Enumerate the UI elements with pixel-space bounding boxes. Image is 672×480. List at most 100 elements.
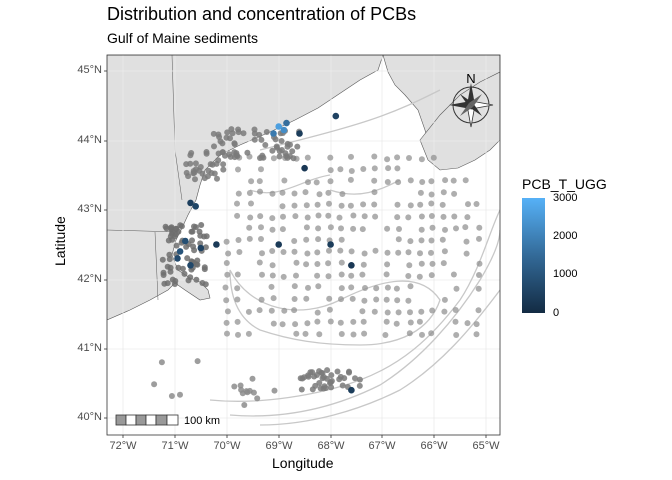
station-point — [383, 296, 390, 303]
station-point — [371, 189, 378, 196]
land-usa — [107, 55, 384, 321]
station-point — [395, 179, 402, 186]
station-point — [167, 268, 174, 275]
station-point — [291, 307, 298, 314]
station-point — [314, 249, 321, 256]
station-point — [256, 131, 263, 138]
station-point — [227, 135, 233, 142]
station-point — [406, 330, 413, 337]
station-point — [171, 233, 178, 240]
station-point — [199, 170, 206, 177]
station-point — [226, 151, 233, 158]
station-point — [183, 169, 190, 176]
station-point — [350, 318, 357, 325]
station-point — [338, 225, 344, 232]
station-point — [215, 131, 222, 138]
station-point — [326, 295, 333, 302]
station-point — [304, 320, 311, 327]
station-point — [439, 236, 446, 243]
station-point — [428, 237, 435, 244]
station-point — [284, 154, 291, 161]
station-point — [258, 166, 264, 173]
station-point — [192, 176, 198, 183]
station-point — [262, 142, 269, 148]
station-point — [428, 178, 435, 185]
station-point — [254, 395, 261, 402]
station-point — [361, 330, 368, 337]
station-point — [394, 165, 401, 172]
station-point — [405, 249, 412, 256]
station-point — [234, 318, 241, 325]
station-point — [440, 189, 447, 196]
station-point — [407, 283, 414, 290]
station-point — [429, 307, 436, 314]
station-point — [269, 215, 276, 222]
station-point — [179, 265, 186, 272]
legend-title: PCB_T_UGG — [522, 176, 607, 192]
station-point — [322, 385, 329, 391]
station-point — [337, 319, 344, 326]
station-point — [314, 261, 321, 267]
station-point — [303, 295, 310, 302]
station-point — [360, 318, 367, 325]
pcb-point — [187, 262, 194, 269]
station-point — [281, 177, 288, 184]
station-point — [439, 201, 446, 208]
station-point — [476, 272, 482, 278]
station-point — [361, 297, 368, 304]
station-point — [231, 383, 238, 390]
station-point — [298, 386, 305, 393]
station-point — [258, 296, 265, 303]
station-point — [251, 126, 258, 133]
station-point — [405, 273, 412, 279]
station-point — [339, 191, 346, 197]
station-point — [385, 165, 392, 172]
station-point — [181, 270, 188, 277]
station-point — [383, 271, 390, 278]
station-point — [442, 177, 449, 184]
station-point — [337, 247, 344, 254]
station-point — [315, 236, 322, 243]
station-point — [303, 236, 310, 243]
station-point — [395, 249, 402, 256]
pcb-point — [348, 262, 355, 269]
station-point — [257, 188, 263, 195]
station-point — [314, 272, 321, 279]
station-point — [194, 358, 201, 365]
station-point — [158, 359, 165, 366]
station-point — [476, 224, 483, 231]
station-point — [177, 222, 184, 229]
station-point — [349, 295, 356, 302]
station-point — [162, 223, 169, 230]
station-point — [316, 331, 323, 338]
pcb-point — [197, 244, 205, 252]
pcb-point — [187, 199, 194, 207]
station-point — [191, 247, 198, 254]
north-label: N — [466, 71, 475, 86]
station-point — [245, 308, 252, 315]
station-point — [327, 167, 334, 174]
station-point — [442, 226, 448, 233]
station-point — [197, 164, 204, 170]
scale-bar-label: 100 km — [184, 415, 220, 427]
station-point — [347, 202, 354, 209]
x-tick-label: 65°W — [472, 440, 500, 452]
station-point — [440, 213, 447, 220]
station-point — [464, 214, 471, 221]
station-point — [278, 147, 285, 153]
station-point — [210, 130, 217, 137]
station-point — [201, 264, 208, 271]
station-point — [441, 248, 448, 255]
station-point — [246, 235, 253, 242]
pcb-point — [176, 248, 184, 255]
station-point — [183, 243, 190, 250]
station-point — [247, 214, 254, 221]
station-point — [348, 168, 355, 174]
station-point — [279, 189, 286, 196]
legend-colorbar — [522, 198, 545, 313]
station-point — [356, 382, 363, 389]
station-point — [441, 296, 448, 303]
station-point — [418, 260, 425, 267]
station-point — [371, 177, 378, 184]
station-point — [225, 250, 232, 257]
